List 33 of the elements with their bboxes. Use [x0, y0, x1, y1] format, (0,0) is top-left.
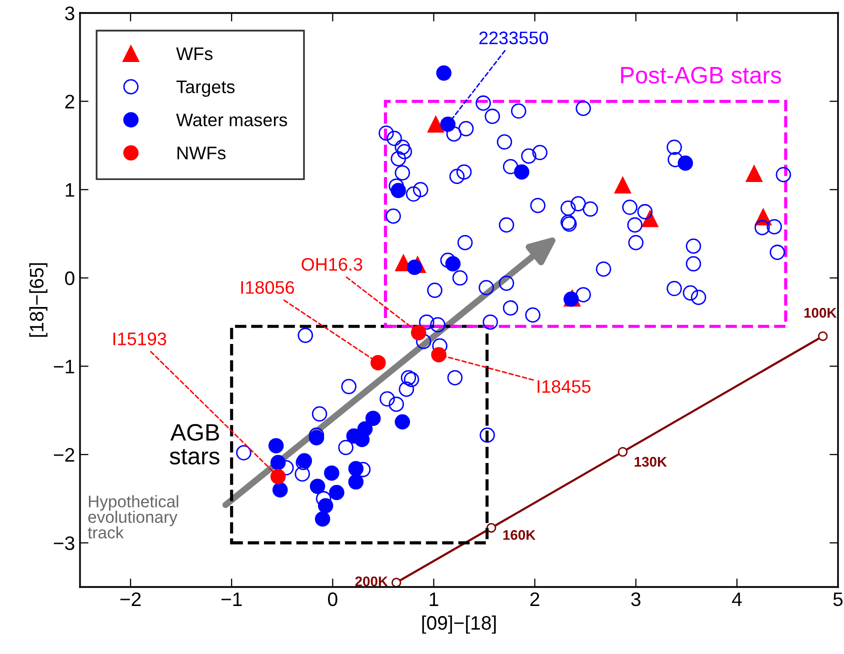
annotation: Hypothetical evolutionary track	[88, 495, 178, 538]
annotation: OH16.3	[302, 258, 362, 271]
annotation: 130K	[634, 456, 667, 467]
annotation: 100K	[804, 308, 837, 318]
y-tick-label: 0	[65, 271, 74, 286]
annotation: Post-AGB stars	[621, 66, 782, 84]
y-tick-label: 1	[66, 183, 74, 197]
annotation: 160K	[503, 530, 536, 540]
x-tick-label: −2	[120, 592, 141, 606]
x-tick-label: −1	[221, 592, 242, 606]
annotation: 200K	[355, 576, 388, 586]
annotation: AGB stars	[170, 424, 220, 464]
y-tick-label: −3	[54, 536, 74, 550]
x-tick-label: 3	[631, 592, 640, 606]
x-tick-label: 5	[833, 592, 843, 606]
y-tick-label: 3	[65, 6, 74, 20]
legend-label: Water masers	[176, 114, 288, 126]
y-tick-label: −1	[54, 360, 74, 374]
annotation: I18455	[538, 380, 590, 393]
x-tick-label: 1	[430, 592, 438, 606]
y-tick-label: 2	[65, 94, 74, 108]
x-axis-title: [09]−[18]	[422, 616, 496, 634]
legend-label: NWFs	[178, 146, 226, 160]
legend-label: Targets	[176, 80, 235, 97]
x-tick-label: 2	[530, 592, 540, 606]
annotation: I18056	[241, 281, 294, 294]
y-axis-title: [18]−[65]	[29, 263, 48, 337]
annotation: I15193	[113, 332, 166, 346]
x-tick-label: 0	[328, 592, 338, 606]
legend-label: WFs	[176, 48, 212, 60]
annotation: 2233550	[479, 32, 548, 44]
y-tick-label: −2	[54, 448, 74, 462]
x-tick-label: 4	[732, 592, 742, 606]
